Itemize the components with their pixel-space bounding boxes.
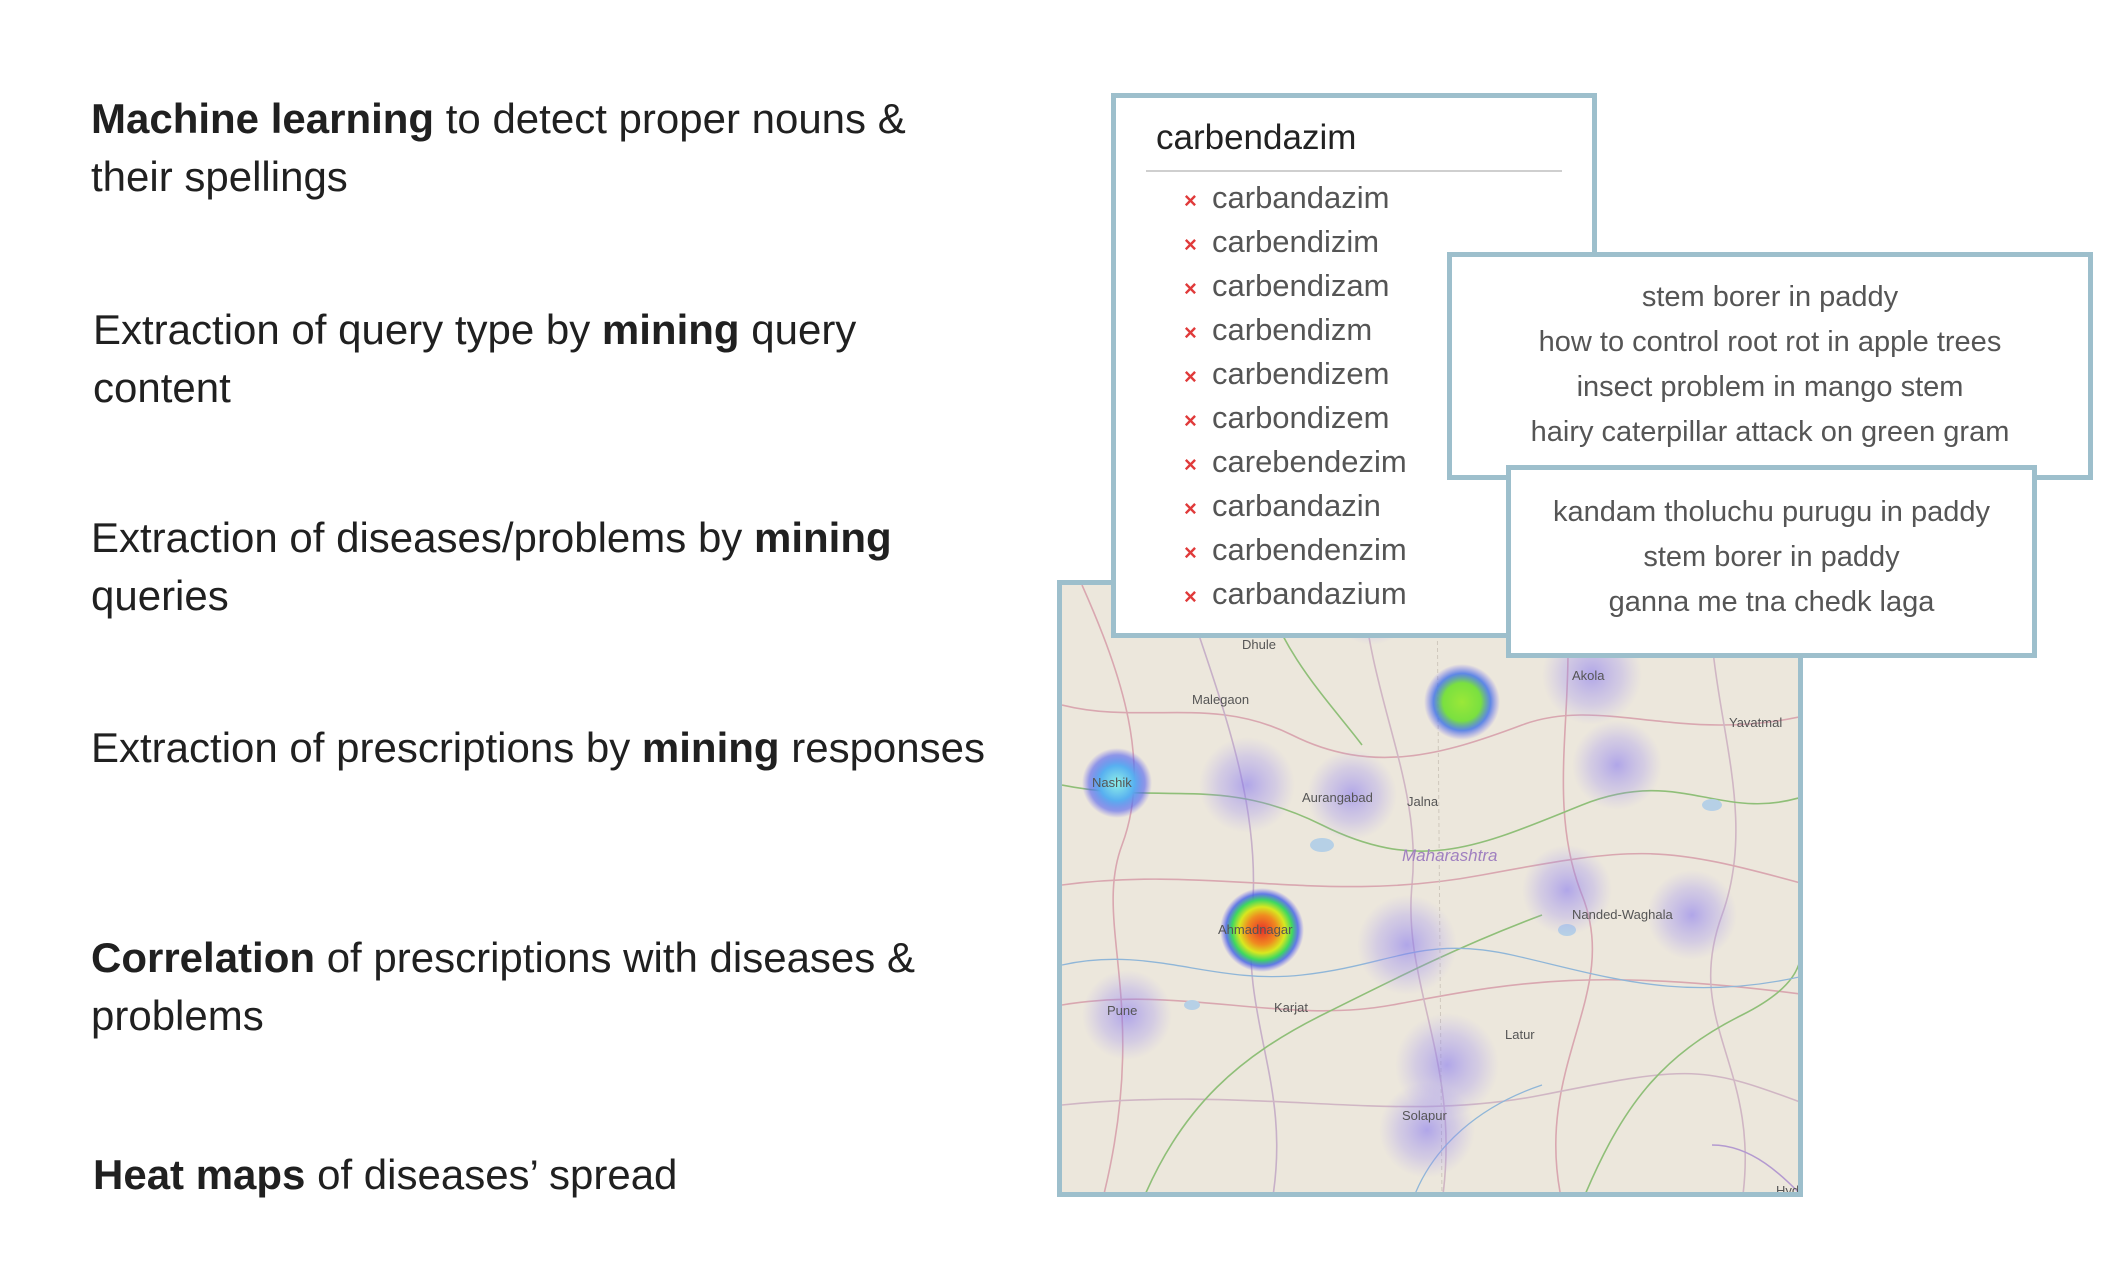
english-queries-panel: stem borer in paddy how to control root … [1447, 252, 2093, 480]
bullet-bold: Correlation [91, 934, 316, 981]
cross-icon: × [1184, 232, 1197, 257]
query-text: ganna me tna chedk laga [1608, 586, 1935, 618]
list-item: × carbandazin [1184, 484, 1407, 528]
query-text: stem borer in paddy [1643, 541, 1900, 573]
map-city-label: Solapur [1402, 1108, 1447, 1123]
cross-icon: × [1184, 540, 1197, 565]
bullet-text: Extraction of prescriptions by [91, 724, 642, 771]
bullet-text: query content [93, 306, 857, 411]
misspelling-list: × carbandazim × carbendizim × carbendizam ×… [1184, 176, 1407, 616]
misspelling: carbandazim [1212, 180, 1390, 215]
misspelling: carbandazin [1212, 488, 1381, 523]
cross-icon: × [1184, 584, 1197, 609]
misspelling: carbondizem [1212, 400, 1390, 435]
list-item: × carbendizim [1184, 220, 1407, 264]
list-item: × carbondizem [1184, 396, 1407, 440]
bullet-bold: mining [641, 724, 780, 771]
list-item: × carbendizm [1184, 308, 1407, 352]
map-city-label: Nanded-Waghala [1572, 907, 1673, 922]
bullet-diseases: Extraction of diseases/problems by minin… [91, 509, 991, 625]
bullet-text: Extraction of diseases/problems by [91, 514, 754, 561]
cross-icon: × [1184, 364, 1197, 389]
list-item: × carbendizem [1184, 352, 1407, 396]
misspelling: carebendezim [1212, 444, 1407, 479]
bullet-text: of prescriptions with diseases & problem… [91, 934, 915, 1039]
map-city-label: Pune [1107, 1003, 1138, 1018]
map-city-label: Ahmadnagar [1218, 922, 1293, 937]
map-city-label: Malegaon [1192, 692, 1250, 707]
cross-icon: × [1184, 408, 1197, 433]
bullet-bold: Machine learning [91, 95, 435, 142]
bullet-heat-maps: Heat maps of diseases’ spread [93, 1146, 993, 1204]
bullet-text: responses [779, 724, 986, 771]
spelling-variants-panel: carbendazim × carbandazim × carbendizim × c… [1111, 93, 1597, 638]
heat-map[interactable]: Dhule Malegaon Akola Yavatmal Nashik Aur… [1057, 580, 1803, 1197]
map-background [1062, 585, 1798, 1192]
cross-icon: × [1184, 188, 1197, 213]
map-city-label: Yavatmal [1729, 715, 1783, 730]
cross-icon: × [1184, 276, 1197, 301]
bullet-correlation: Correlation of prescriptions with diseas… [91, 929, 991, 1045]
misspelling: carbandazium [1212, 576, 1407, 611]
query-text: stem borer in paddy [1641, 281, 1899, 313]
query-text: kandam tholuchu purugu in paddy [1553, 496, 1990, 528]
cross-icon: × [1184, 452, 1197, 477]
bullet-bold: mining [753, 514, 892, 561]
bullet-query-type: Extraction of query type by mining query… [93, 301, 993, 417]
bullet-machine-learning: Machine learning to detect proper nouns … [91, 90, 991, 206]
map-city-label: Hyd [1776, 1183, 1800, 1197]
misspelling: carbendenzim [1212, 532, 1407, 567]
map-city-label: Jalna [1407, 794, 1439, 809]
list-item: × carbendenzim [1184, 528, 1407, 572]
heat-spots [1082, 585, 1737, 1178]
map-city-label: Nashik [1092, 775, 1132, 790]
bullet-bold: mining [601, 306, 740, 353]
misspelling: carbendizem [1212, 356, 1390, 391]
map-city-label: Akola [1572, 668, 1605, 683]
misspelling: carbendizim [1212, 224, 1380, 259]
query-text: hairy caterpillar attack on green gram [1530, 416, 2010, 448]
list-item: × carbandazim [1184, 176, 1407, 220]
bullet-prescriptions: Extraction of prescriptions by mining re… [91, 719, 991, 777]
correct-spelling: carbendazim [1156, 118, 1357, 157]
list-item: × carebendezim [1184, 440, 1407, 484]
list-item: × carbendizam [1184, 264, 1407, 308]
bullet-bold: Heat maps [93, 1151, 306, 1198]
map-city-label: Dhule [1242, 637, 1276, 652]
query-text: how to control root rot in apple trees [1538, 326, 2002, 358]
query-text: insect problem in mango stem [1576, 371, 1964, 403]
bullet-text: queries [91, 572, 229, 619]
bullet-text: of diseases’ spread [305, 1151, 678, 1198]
misspelling: carbendizm [1212, 312, 1373, 347]
map-state-label: Maharashtra [1402, 846, 1498, 865]
bullet-text: Extraction of query type by [93, 306, 602, 353]
map-city-label: Latur [1505, 1027, 1535, 1042]
map-city-label: Aurangabad [1302, 790, 1373, 805]
map-city-label: Karjat [1274, 1000, 1308, 1015]
list-item: × carbandazium [1184, 572, 1407, 616]
bullet-text: to detect proper nouns & their spellings [91, 95, 906, 200]
misspelling: carbendizam [1212, 268, 1390, 303]
divider [1146, 170, 1562, 172]
mixed-language-queries-panel: kandam tholuchu purugu in paddy stem bor… [1506, 465, 2037, 658]
cross-icon: × [1184, 320, 1197, 345]
cross-icon: × [1184, 496, 1197, 521]
